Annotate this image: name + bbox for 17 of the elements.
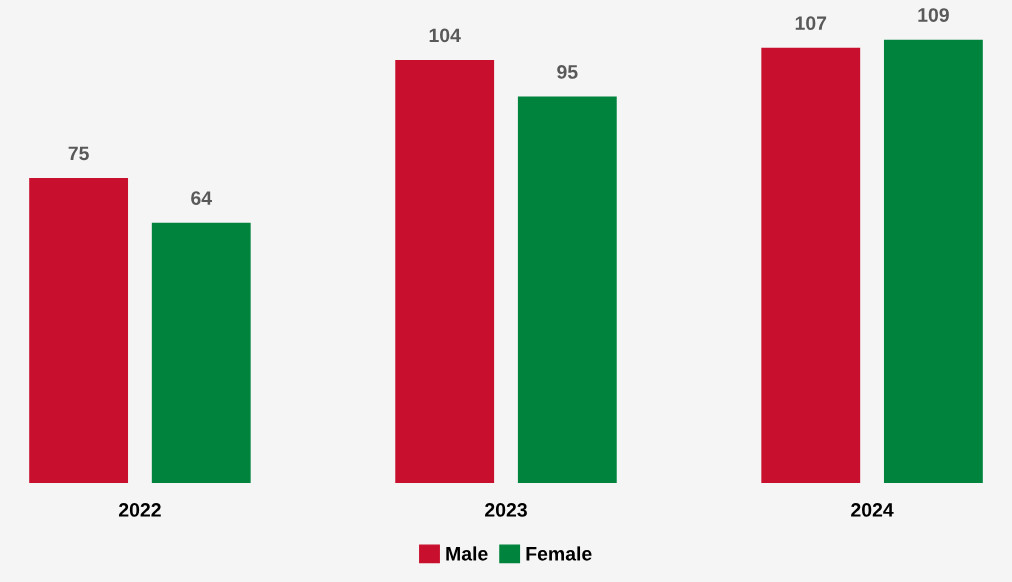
legend-label: Female [526,546,592,561]
legend-label: Male [446,546,488,561]
data-label: 107 [795,16,827,31]
bar [761,47,861,484]
bar [517,96,617,484]
x-tick-label: 2022 [118,503,161,517]
data-label: 75 [68,146,89,161]
bar [883,39,983,484]
bar [29,177,129,484]
data-label: 64 [191,191,212,205]
x-tick-label: 2023 [485,503,527,517]
data-label: 104 [429,28,461,43]
x-tick-label: 2024 [851,503,894,517]
bar [151,222,251,484]
data-label: 109 [918,8,949,22]
data-label: 95 [557,65,578,79]
bar [395,59,495,484]
